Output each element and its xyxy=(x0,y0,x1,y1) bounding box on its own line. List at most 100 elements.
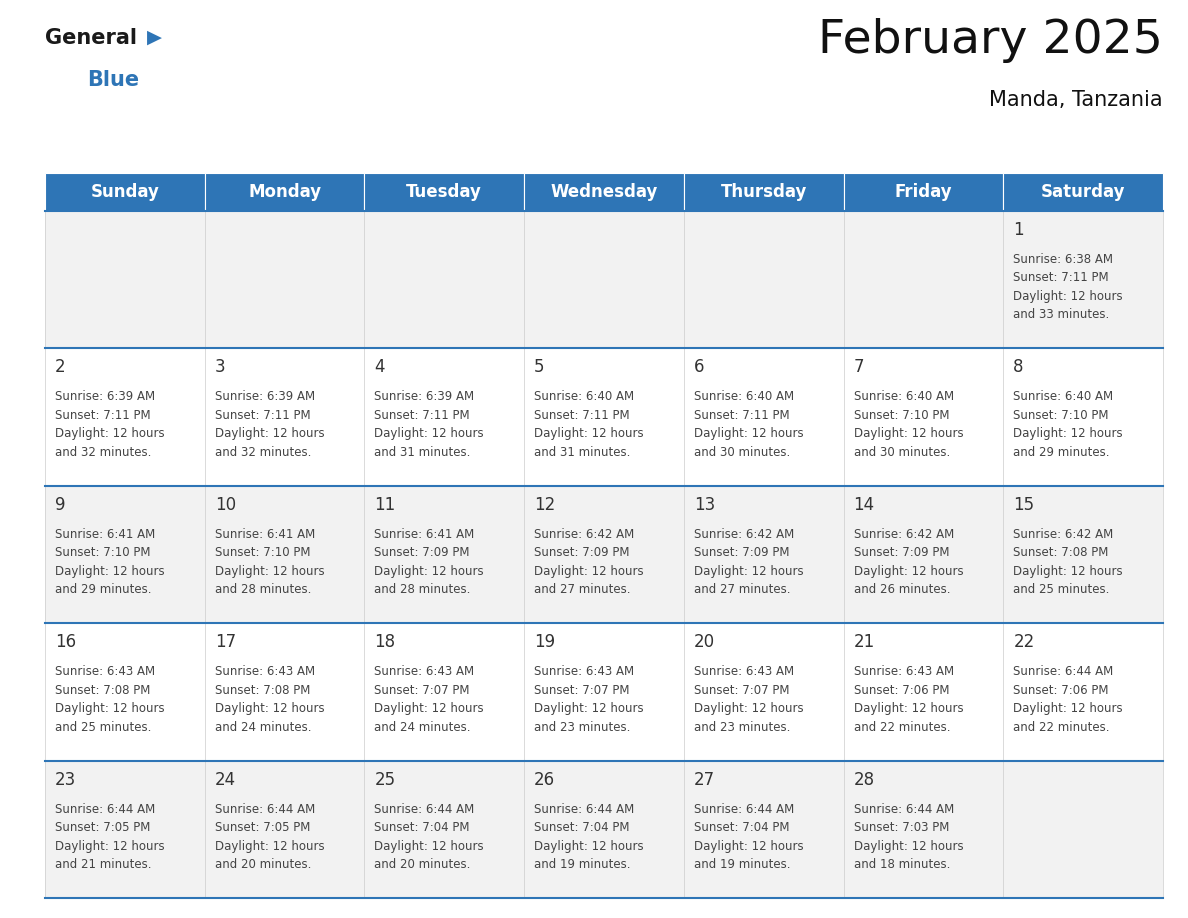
Text: and 28 minutes.: and 28 minutes. xyxy=(215,583,311,597)
Text: Sunrise: 6:42 AM: Sunrise: 6:42 AM xyxy=(535,528,634,541)
Text: 1: 1 xyxy=(1013,221,1024,239)
Text: 12: 12 xyxy=(535,496,556,514)
Text: and 29 minutes.: and 29 minutes. xyxy=(1013,446,1110,459)
Text: Thursday: Thursday xyxy=(721,183,807,201)
Text: Daylight: 12 hours: Daylight: 12 hours xyxy=(1013,702,1123,715)
Bar xyxy=(204,211,365,349)
Bar xyxy=(1004,761,1163,898)
Text: Sunrise: 6:44 AM: Sunrise: 6:44 AM xyxy=(1013,666,1113,678)
Text: 2: 2 xyxy=(55,358,65,376)
Text: Sunset: 7:07 PM: Sunset: 7:07 PM xyxy=(694,684,789,697)
Bar xyxy=(843,761,1004,898)
Text: 8: 8 xyxy=(1013,358,1024,376)
Text: Sunset: 7:04 PM: Sunset: 7:04 PM xyxy=(535,821,630,834)
Bar xyxy=(204,761,365,898)
Text: Daylight: 12 hours: Daylight: 12 hours xyxy=(694,428,803,441)
Bar xyxy=(365,173,524,211)
Bar xyxy=(204,173,365,211)
Text: and 19 minutes.: and 19 minutes. xyxy=(535,858,631,871)
Text: Sunset: 7:09 PM: Sunset: 7:09 PM xyxy=(694,546,789,559)
Text: 15: 15 xyxy=(1013,496,1035,514)
Text: and 32 minutes.: and 32 minutes. xyxy=(55,446,151,459)
Text: Sunset: 7:09 PM: Sunset: 7:09 PM xyxy=(535,546,630,559)
Text: Sunset: 7:05 PM: Sunset: 7:05 PM xyxy=(55,821,151,834)
Text: and 32 minutes.: and 32 minutes. xyxy=(215,446,311,459)
Text: Sunset: 7:04 PM: Sunset: 7:04 PM xyxy=(374,821,470,834)
Text: Monday: Monday xyxy=(248,183,321,201)
Text: and 31 minutes.: and 31 minutes. xyxy=(535,446,631,459)
Text: and 21 minutes.: and 21 minutes. xyxy=(55,858,152,871)
Text: 11: 11 xyxy=(374,496,396,514)
Text: Sunset: 7:10 PM: Sunset: 7:10 PM xyxy=(1013,409,1108,422)
Text: 6: 6 xyxy=(694,358,704,376)
Text: Sunset: 7:03 PM: Sunset: 7:03 PM xyxy=(853,821,949,834)
Text: and 24 minutes.: and 24 minutes. xyxy=(374,721,470,733)
Text: and 23 minutes.: and 23 minutes. xyxy=(694,721,790,733)
Text: Daylight: 12 hours: Daylight: 12 hours xyxy=(694,565,803,577)
Bar xyxy=(365,349,524,486)
Text: Daylight: 12 hours: Daylight: 12 hours xyxy=(694,840,803,853)
Text: and 26 minutes.: and 26 minutes. xyxy=(853,583,950,597)
Text: Blue: Blue xyxy=(87,70,139,90)
Text: and 25 minutes.: and 25 minutes. xyxy=(1013,583,1110,597)
Text: Sunrise: 6:40 AM: Sunrise: 6:40 AM xyxy=(853,390,954,403)
Bar xyxy=(45,623,204,761)
Bar xyxy=(524,211,684,349)
Text: Sunset: 7:08 PM: Sunset: 7:08 PM xyxy=(1013,546,1108,559)
Text: 7: 7 xyxy=(853,358,864,376)
Text: Daylight: 12 hours: Daylight: 12 hours xyxy=(55,702,165,715)
Text: Tuesday: Tuesday xyxy=(406,183,482,201)
Text: 18: 18 xyxy=(374,633,396,651)
Text: Sunrise: 6:41 AM: Sunrise: 6:41 AM xyxy=(374,528,475,541)
Text: Sunset: 7:11 PM: Sunset: 7:11 PM xyxy=(55,409,151,422)
Bar xyxy=(684,761,843,898)
Text: 19: 19 xyxy=(535,633,555,651)
Text: 24: 24 xyxy=(215,770,236,789)
Text: Sunset: 7:09 PM: Sunset: 7:09 PM xyxy=(853,546,949,559)
Text: February 2025: February 2025 xyxy=(819,18,1163,63)
Bar xyxy=(843,623,1004,761)
Text: 5: 5 xyxy=(535,358,544,376)
Text: Daylight: 12 hours: Daylight: 12 hours xyxy=(853,840,963,853)
Text: Sunrise: 6:44 AM: Sunrise: 6:44 AM xyxy=(55,802,156,815)
Text: Sunset: 7:10 PM: Sunset: 7:10 PM xyxy=(853,409,949,422)
Bar xyxy=(1004,349,1163,486)
Text: and 30 minutes.: and 30 minutes. xyxy=(694,446,790,459)
Text: Daylight: 12 hours: Daylight: 12 hours xyxy=(374,840,484,853)
Text: General: General xyxy=(45,28,137,48)
Bar xyxy=(365,761,524,898)
Bar xyxy=(684,211,843,349)
Text: 27: 27 xyxy=(694,770,715,789)
Bar xyxy=(1004,211,1163,349)
Text: Daylight: 12 hours: Daylight: 12 hours xyxy=(853,702,963,715)
Bar xyxy=(843,486,1004,623)
Text: Sunrise: 6:43 AM: Sunrise: 6:43 AM xyxy=(215,666,315,678)
Text: Sunrise: 6:42 AM: Sunrise: 6:42 AM xyxy=(694,528,794,541)
Bar xyxy=(1004,623,1163,761)
Text: Daylight: 12 hours: Daylight: 12 hours xyxy=(1013,428,1123,441)
Text: and 22 minutes.: and 22 minutes. xyxy=(853,721,950,733)
Text: Daylight: 12 hours: Daylight: 12 hours xyxy=(55,565,165,577)
Text: Daylight: 12 hours: Daylight: 12 hours xyxy=(55,428,165,441)
Text: and 24 minutes.: and 24 minutes. xyxy=(215,721,311,733)
Text: Daylight: 12 hours: Daylight: 12 hours xyxy=(215,428,324,441)
Text: and 18 minutes.: and 18 minutes. xyxy=(853,858,950,871)
Bar xyxy=(524,349,684,486)
Text: Sunset: 7:05 PM: Sunset: 7:05 PM xyxy=(215,821,310,834)
Text: Sunrise: 6:40 AM: Sunrise: 6:40 AM xyxy=(1013,390,1113,403)
Text: Friday: Friday xyxy=(895,183,953,201)
Text: and 33 minutes.: and 33 minutes. xyxy=(1013,308,1110,321)
Text: Wednesday: Wednesday xyxy=(550,183,658,201)
Text: Sunrise: 6:41 AM: Sunrise: 6:41 AM xyxy=(215,528,315,541)
Bar xyxy=(843,349,1004,486)
Text: 16: 16 xyxy=(55,633,76,651)
Text: Daylight: 12 hours: Daylight: 12 hours xyxy=(215,565,324,577)
Bar xyxy=(684,486,843,623)
Text: Sunset: 7:07 PM: Sunset: 7:07 PM xyxy=(535,684,630,697)
Text: 14: 14 xyxy=(853,496,874,514)
Bar xyxy=(843,211,1004,349)
Text: Sunset: 7:06 PM: Sunset: 7:06 PM xyxy=(1013,684,1108,697)
Text: and 27 minutes.: and 27 minutes. xyxy=(535,583,631,597)
Text: Sunrise: 6:43 AM: Sunrise: 6:43 AM xyxy=(535,666,634,678)
Text: 3: 3 xyxy=(215,358,226,376)
